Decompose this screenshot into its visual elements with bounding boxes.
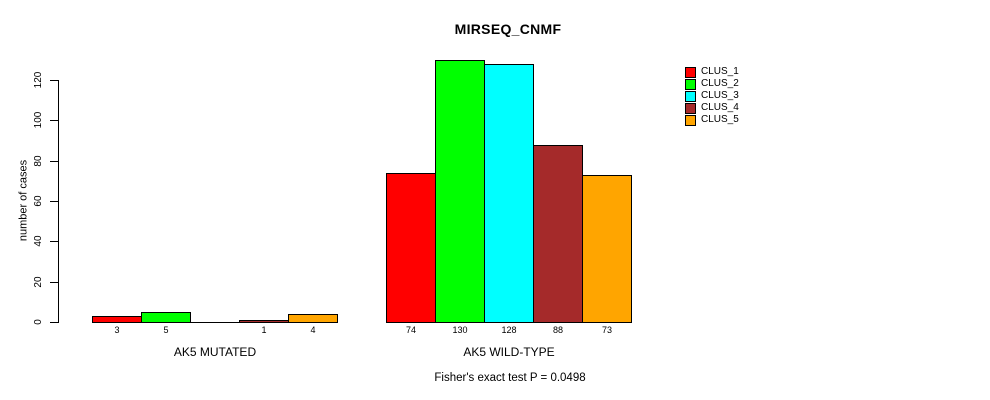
y-tick-label: 100: [33, 111, 44, 129]
legend-swatch-clus_3: [685, 91, 696, 102]
legend-label-clus_3: CLUS_3: [701, 90, 739, 101]
y-tick-mark: [50, 241, 58, 242]
legend-swatch-clus_4: [685, 103, 696, 114]
y-tick-mark: [50, 282, 58, 283]
group-baseline: [92, 322, 338, 323]
y-tick-label: 60: [33, 195, 44, 207]
y-tick-label: 0: [33, 319, 44, 325]
group-label-mutated: AK5 MUTATED: [173, 345, 257, 359]
y-tick-mark: [50, 322, 58, 323]
bar-clus_4-group1: [239, 320, 289, 323]
y-tick-mark: [50, 161, 58, 162]
legend-label-clus_2: CLUS_2: [701, 78, 739, 89]
legend-label-clus_4: CLUS_4: [701, 102, 739, 113]
bar-clus_2-group2: [435, 60, 485, 323]
bar-value-label: 128: [501, 325, 517, 335]
bar-clus_5-group1: [288, 314, 338, 323]
bar-value-label: 3: [114, 325, 120, 335]
bar-clus_3-group2: [484, 64, 534, 323]
fisher-test-annotation: Fisher's exact test P = 0.0498: [434, 372, 586, 384]
bar-clus_1-group2: [386, 173, 436, 323]
bar-value-label: 74: [405, 325, 416, 335]
bar-value-label: 4: [310, 325, 316, 335]
bar-value-label: 5: [163, 325, 169, 335]
bar-clus_5-group2: [582, 175, 632, 323]
y-tick-mark: [50, 201, 58, 202]
y-tick-label: 120: [33, 71, 44, 89]
y-axis-line: [58, 80, 59, 323]
bar-value-label: 1: [261, 325, 267, 335]
legend-label-clus_5: CLUS_5: [701, 114, 739, 125]
group-label-wild-type: AK5 WILD-TYPE: [463, 345, 555, 359]
y-tick-label: 40: [33, 235, 44, 247]
bar-clus_4-group2: [533, 145, 583, 323]
y-tick-label: 20: [33, 276, 44, 288]
legend-swatch-clus_5: [685, 115, 696, 126]
y-tick-mark: [50, 120, 58, 121]
y-tick-mark: [50, 80, 58, 81]
bar-clus_1-group1: [92, 316, 142, 323]
chart-title: MIRSEQ_CNMF: [454, 21, 562, 37]
legend-label-clus_1: CLUS_1: [701, 66, 739, 77]
bar-value-label: 73: [601, 325, 612, 335]
bar-value-label: 88: [552, 325, 563, 335]
y-axis-label: number of cases: [17, 159, 30, 242]
bar-value-label: 130: [452, 325, 468, 335]
legend-swatch-clus_1: [685, 67, 696, 78]
y-tick-label: 80: [33, 155, 44, 167]
bar-clus_2-group1: [141, 312, 191, 323]
legend-swatch-clus_2: [685, 79, 696, 90]
